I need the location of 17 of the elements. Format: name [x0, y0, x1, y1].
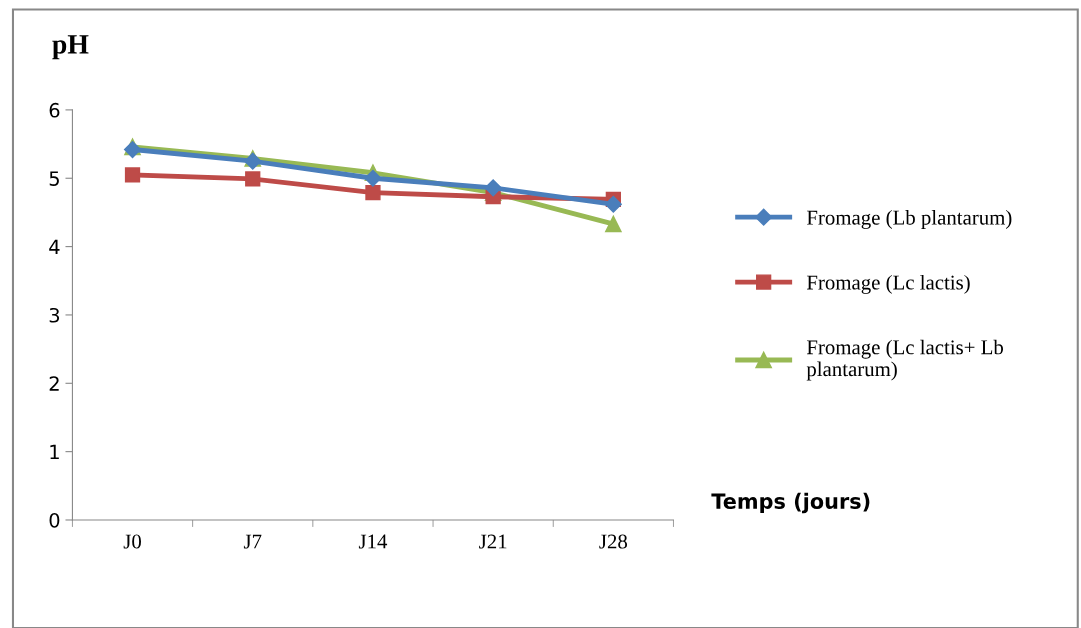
legend-label: Fromage (Lc lactis) — [806, 274, 970, 294]
y-tick-label: 4 — [49, 239, 60, 254]
legend-label: Fromage (Lb plantarum) — [806, 210, 1012, 229]
y-axis-title: pH — [52, 35, 89, 60]
y-tick-label: 5 — [49, 171, 59, 186]
y-tick-label: 1 — [50, 444, 59, 460]
x-axis-title: Temps (jours) — [711, 492, 870, 514]
y-tick-label: 6 — [49, 102, 60, 118]
y-tick-label: 3 — [49, 307, 60, 323]
y-tick-label: 2 — [49, 376, 59, 391]
x-tick-label: J7 — [243, 534, 262, 549]
x-tick-label: J28 — [599, 534, 628, 549]
x-tick-label: J0 — [123, 534, 141, 549]
legend-label: Fromage (Lc lactis+ Lb plantarum) — [806, 339, 1004, 381]
x-tick-label: J14 — [358, 534, 388, 549]
x-tick-label: J21 — [479, 534, 507, 549]
y-tick-label: 0 — [49, 512, 60, 528]
